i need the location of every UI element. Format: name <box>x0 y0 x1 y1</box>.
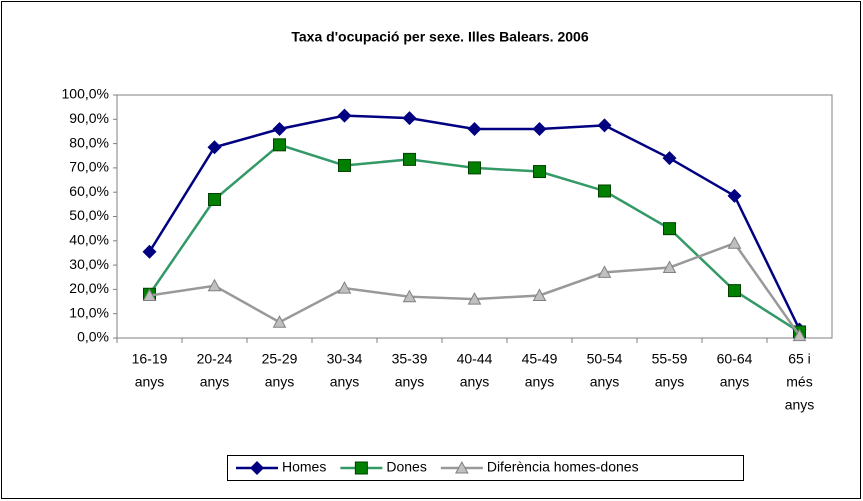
data-point <box>337 108 352 123</box>
legend-marker <box>454 460 469 474</box>
data-point <box>533 165 546 179</box>
legend-marker <box>354 461 368 475</box>
data-point <box>662 260 677 274</box>
x-tick-label: anys <box>785 397 815 413</box>
y-tick-label: 50,0% <box>69 207 109 223</box>
data-point <box>727 236 742 249</box>
data-point <box>207 278 222 292</box>
legend-label: Dones <box>386 459 426 475</box>
y-tick-label: 20,0% <box>69 280 109 296</box>
x-tick-label: anys <box>525 374 555 390</box>
data-point <box>662 151 677 166</box>
data-point <box>142 244 157 259</box>
data-point <box>727 188 742 203</box>
x-tick-label: 60-64 <box>717 351 753 367</box>
x-tick-label: anys <box>135 374 165 390</box>
x-tick-label: més <box>786 374 812 390</box>
x-tick-label: 25-29 <box>262 351 298 367</box>
data-point <box>273 138 286 152</box>
y-tick-label: 40,0% <box>69 232 109 248</box>
x-tick-label: anys <box>590 374 620 390</box>
data-point <box>337 281 352 294</box>
x-tick-label: 35-39 <box>392 351 428 367</box>
x-tick-label: 20-24 <box>197 351 233 367</box>
data-point <box>532 288 547 301</box>
legend-marker <box>250 461 264 475</box>
data-point <box>272 315 287 328</box>
data-point <box>208 192 221 206</box>
data-point <box>207 140 222 155</box>
y-tick-label: 100,0% <box>62 86 109 102</box>
data-point <box>663 222 676 236</box>
data-point <box>597 118 612 133</box>
legend-label: Homes <box>282 459 326 475</box>
data-point <box>403 152 416 166</box>
legend-label: Diferència homes-dones <box>487 459 639 475</box>
data-point <box>467 122 482 137</box>
data-point <box>792 328 807 342</box>
data-point <box>467 292 482 305</box>
data-point <box>272 122 287 137</box>
y-tick-label: 10,0% <box>69 304 109 320</box>
data-point <box>728 284 741 298</box>
x-tick-label: 45-49 <box>522 351 558 367</box>
chart-title: Taxa d'ocupació per sexe. Illes Balears.… <box>291 29 588 45</box>
data-point <box>597 265 612 278</box>
data-point <box>532 122 547 137</box>
x-tick-label: anys <box>200 374 230 390</box>
data-point <box>402 111 417 126</box>
y-tick-label: 70,0% <box>69 159 109 175</box>
x-tick-label: 65 i <box>788 351 811 367</box>
x-tick-label: anys <box>460 374 490 390</box>
x-tick-label: anys <box>265 374 295 390</box>
legend-box <box>227 455 744 481</box>
x-tick-label: 16-19 <box>132 351 168 367</box>
x-tick-label: 40-44 <box>457 351 493 367</box>
data-point <box>598 184 611 198</box>
x-tick-label: 30-34 <box>327 351 363 367</box>
x-tick-label: anys <box>655 374 685 390</box>
data-point <box>468 161 481 175</box>
data-point <box>338 158 351 172</box>
x-tick-label: anys <box>395 374 425 390</box>
x-tick-label: 55-59 <box>652 351 688 367</box>
y-tick-label: 0,0% <box>77 329 109 345</box>
x-tick-label: anys <box>330 374 360 390</box>
x-tick-label: 50-54 <box>587 351 623 367</box>
data-point <box>142 288 157 301</box>
data-point <box>402 289 417 303</box>
y-tick-label: 80,0% <box>69 134 109 150</box>
y-tick-label: 60,0% <box>69 183 109 199</box>
y-tick-label: 90,0% <box>69 110 109 126</box>
x-tick-label: anys <box>720 374 750 390</box>
y-tick-label: 30,0% <box>69 256 109 272</box>
